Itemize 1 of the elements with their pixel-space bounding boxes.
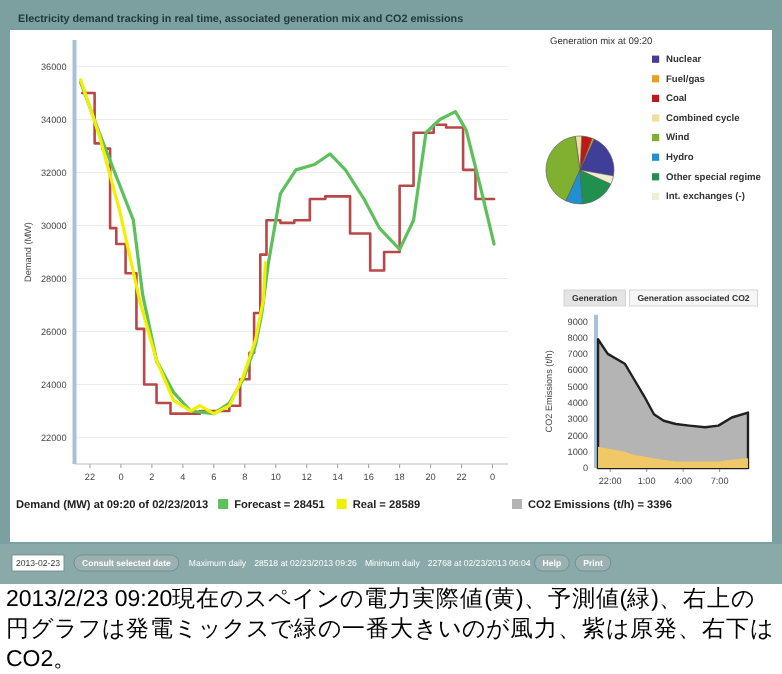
text: 2013/2/23 09:20現在のスペインの電力実際値(黄)、予測値(緑)、右上の円グラフは発電ミックスで緑の一番大きいのが風力、紫は原発、右下はCO2。 [6, 586, 776, 674]
